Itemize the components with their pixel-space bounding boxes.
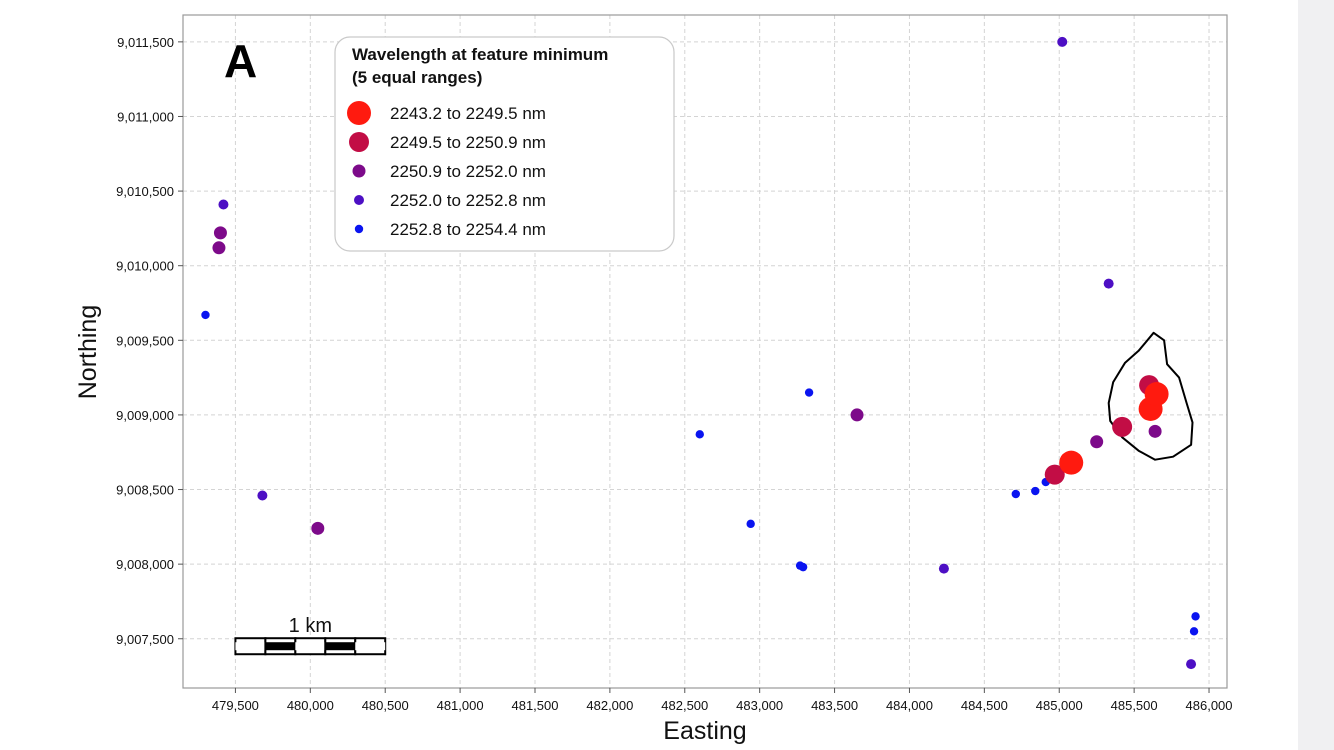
plot-frame (182, 14, 1228, 689)
data-point (1044, 464, 1065, 485)
x-tick-label: 482,500 (661, 698, 708, 713)
x-tick-label: 481,000 (437, 698, 484, 713)
data-point (938, 563, 949, 574)
data-point (1148, 424, 1162, 438)
data-point (212, 241, 226, 255)
legend-marker (354, 195, 364, 205)
data-point (1031, 486, 1040, 496)
x-tick-label: 479,500 (212, 698, 259, 713)
x-tick-label: 480,000 (287, 698, 334, 713)
scrollbar-track[interactable] (1298, 0, 1334, 750)
data-point (1011, 489, 1021, 499)
y-tick-label: 9,009,000 (116, 408, 174, 423)
data-point (1112, 416, 1133, 437)
scale-bar-fill (265, 642, 296, 651)
x-axis-label: Easting (663, 717, 746, 745)
data-point (1144, 382, 1169, 407)
legend-title-line1: Wavelength at feature minimum (352, 45, 608, 64)
scale-bar: 1 km (234, 615, 387, 656)
legend-box (334, 36, 675, 252)
legend-label: 2250.9 to 2252.0 nm (390, 162, 546, 181)
legend-marker (354, 224, 364, 234)
data-point (1057, 36, 1068, 47)
scatter-chart: 479,500 480,000 480,500 481,000 481,500 482,0… (74, 14, 1233, 745)
data-point (1186, 659, 1197, 670)
data-point (1191, 612, 1200, 621)
data-point (311, 521, 325, 535)
panel-label: A (224, 35, 257, 87)
y-tick-label: 9,008,000 (116, 557, 174, 572)
data-points (201, 36, 1200, 670)
data-point (1090, 435, 1104, 449)
axis-ticks: 479,500 480,000 480,500 481,000 481,500 482,0… (116, 35, 1232, 713)
x-tick-label: 484,000 (886, 698, 933, 713)
x-tick-label: 484,500 (961, 698, 1008, 713)
data-point (213, 226, 227, 240)
legend-entries: 2243.2 to 2249.5 nm 2249.5 to 2250.9 nm 22… (347, 101, 546, 239)
x-tick-label: 483,000 (736, 698, 783, 713)
legend-label: 2243.2 to 2249.5 nm (390, 104, 546, 123)
y-tick-label: 9,009,500 (116, 333, 174, 348)
x-tick-label: 483,500 (811, 698, 858, 713)
outline-polygon (1107, 331, 1194, 461)
data-point (798, 562, 808, 572)
y-tick-label: 9,011,000 (117, 109, 174, 124)
outline-shape (1107, 331, 1194, 461)
data-point (201, 310, 210, 320)
data-point (1103, 278, 1114, 289)
data-point (804, 388, 814, 397)
legend-marker (352, 164, 366, 178)
y-tick-label: 9,010,000 (116, 259, 174, 274)
scale-bar-fill (355, 642, 386, 651)
legend-marker (347, 101, 371, 125)
y-tick-label: 9,010,500 (116, 184, 174, 199)
y-axis-label: Northing (74, 305, 102, 400)
legend-label: 2252.0 to 2252.8 nm (390, 191, 546, 210)
x-tick-label: 480,500 (362, 698, 409, 713)
data-point (218, 199, 229, 210)
legend-title-line2: (5 equal ranges) (352, 68, 482, 87)
data-point (1059, 450, 1084, 475)
x-tick-label: 485,500 (1111, 698, 1158, 713)
data-point (257, 490, 268, 501)
scale-bar-fill (325, 642, 356, 651)
data-point (850, 408, 864, 422)
y-tick-label: 9,008,500 (116, 483, 174, 498)
legend-label: 2249.5 to 2250.9 nm (390, 133, 546, 152)
x-tick-label: 482,000 (586, 698, 633, 713)
x-tick-label: 485,000 (1036, 698, 1083, 713)
scale-bar-fill (295, 642, 326, 651)
y-tick-label: 9,007,500 (116, 632, 174, 647)
legend-label: 2252.8 to 2254.4 nm (390, 220, 546, 239)
data-point (746, 519, 755, 529)
scale-bar-label: 1 km (289, 615, 332, 637)
data-point (1189, 627, 1199, 636)
scale-bar-fill (235, 642, 266, 651)
y-tick-label: 9,011,500 (117, 35, 174, 50)
legend: Wavelength at feature minimum (5 equal r… (334, 36, 675, 252)
data-point (695, 430, 704, 439)
x-tick-label: 481,500 (511, 698, 558, 713)
x-tick-label: 486,000 (1186, 698, 1233, 713)
legend-marker (349, 132, 369, 152)
